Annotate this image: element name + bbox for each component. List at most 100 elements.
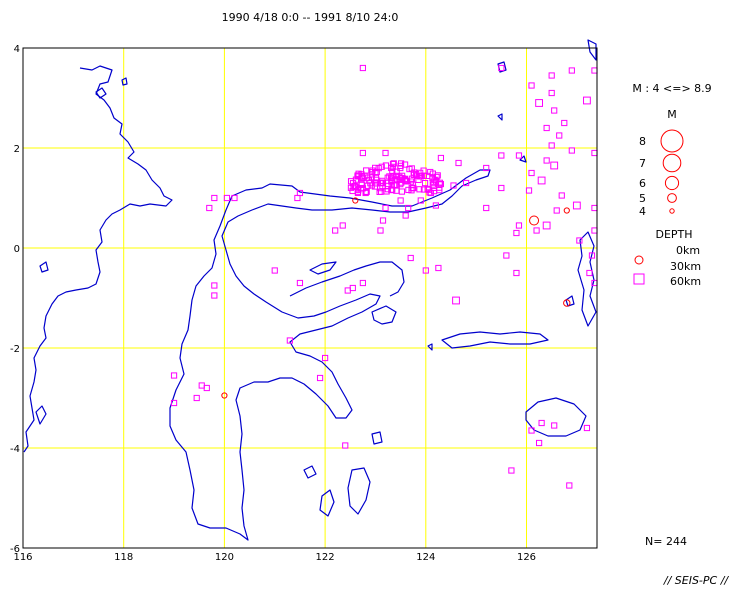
event-marker xyxy=(556,132,563,139)
coastline-island xyxy=(427,343,433,351)
y-tick-label: 0 xyxy=(14,244,20,255)
event-marker xyxy=(396,173,403,180)
event-marker xyxy=(382,162,389,169)
event-marker xyxy=(344,287,351,294)
event-marker xyxy=(483,164,490,172)
event-marker xyxy=(528,427,535,434)
coastline-island xyxy=(565,295,575,307)
event-marker xyxy=(498,184,505,192)
y-tick-label: -4 xyxy=(10,444,20,455)
event-marker xyxy=(535,439,543,447)
coastline-buru xyxy=(525,397,587,437)
depth-title: DEPTH xyxy=(655,228,692,241)
x-tick-label: 120 xyxy=(215,552,234,563)
depth-legend: 0km 30km 60km xyxy=(633,244,701,288)
event-marker xyxy=(223,194,231,202)
event-marker xyxy=(359,149,366,157)
event-marker xyxy=(432,202,439,209)
event-marker xyxy=(424,185,431,193)
coastline-sulawesi xyxy=(169,169,491,541)
event-marker xyxy=(206,204,213,212)
event-marker xyxy=(503,252,510,259)
event-marker xyxy=(543,157,550,164)
event-marker xyxy=(548,142,555,149)
map-frame xyxy=(22,47,598,549)
event-marker xyxy=(572,201,581,210)
event-marker xyxy=(170,399,178,407)
event-marker xyxy=(553,207,560,214)
coastline-halmahera xyxy=(577,231,597,327)
magnitude-title: M xyxy=(667,108,677,121)
event-marker xyxy=(498,64,505,72)
magnitude-legend: 8 7 6 54 xyxy=(639,129,684,218)
event-marker xyxy=(362,189,369,197)
magnitude-legend-symbol xyxy=(664,175,680,191)
event-marker xyxy=(402,212,409,219)
event-marker xyxy=(528,82,535,89)
event-marker xyxy=(372,174,380,181)
event-marker xyxy=(450,182,457,189)
event-marker xyxy=(358,181,365,189)
event-marker xyxy=(377,227,384,234)
coastline-island xyxy=(497,113,503,121)
x-tick-label: 124 xyxy=(416,552,435,563)
event-marker xyxy=(352,176,360,183)
magnitude-legend-symbol xyxy=(660,129,684,153)
x-tick-label: 122 xyxy=(316,552,335,563)
event-marker xyxy=(397,160,405,167)
coastline-muna xyxy=(319,489,335,517)
magnitude-legend-label: 4 xyxy=(639,205,646,218)
magnitude-legend-symbol xyxy=(662,153,682,173)
event-marker xyxy=(397,197,404,204)
event-marker xyxy=(452,296,460,305)
x-axis: 116 118 120 122 124 126 xyxy=(13,552,536,563)
event-marker xyxy=(421,179,429,187)
event-marker xyxy=(566,482,573,489)
event-marker xyxy=(271,267,278,274)
event-marker xyxy=(379,217,387,224)
event-marker xyxy=(455,159,462,167)
event-marker xyxy=(322,354,329,362)
event-marker xyxy=(528,169,535,177)
event-marker xyxy=(294,194,301,202)
event-marker xyxy=(561,119,568,127)
depth-legend-label: 60km xyxy=(670,275,701,288)
graticule xyxy=(23,48,597,548)
event-marker xyxy=(513,269,520,277)
event-marker xyxy=(316,374,324,382)
event-marker xyxy=(170,372,178,379)
event-marker xyxy=(422,267,429,274)
event-marker xyxy=(221,392,228,399)
event-marker xyxy=(535,99,543,107)
event-marker xyxy=(436,179,443,186)
coastline-island xyxy=(35,405,47,425)
coastline-island xyxy=(95,87,107,99)
event-marker xyxy=(372,164,379,171)
footer-credit: // SEIS-PC // xyxy=(663,574,730,587)
event-marker xyxy=(568,67,575,74)
event-marker xyxy=(389,173,396,180)
event-marker xyxy=(404,178,411,185)
depth-legend-symbol xyxy=(634,255,644,265)
event-marker xyxy=(529,215,540,226)
event-marker xyxy=(543,124,550,132)
coastline-east-arm xyxy=(289,261,405,297)
event-marker xyxy=(426,189,433,196)
event-marker xyxy=(410,184,417,191)
event-marker xyxy=(550,161,559,170)
coastline xyxy=(23,39,597,541)
event-marker xyxy=(424,172,431,180)
event-marker xyxy=(406,165,413,173)
event-marker xyxy=(231,194,238,202)
event-marker xyxy=(211,292,218,299)
event-marker xyxy=(538,419,545,427)
event-marker xyxy=(551,107,558,114)
map-plot-area xyxy=(22,39,598,549)
event-marker xyxy=(355,186,362,193)
event-marker xyxy=(533,227,540,234)
event-marker xyxy=(332,227,339,234)
event-marker xyxy=(193,394,200,402)
event-marker xyxy=(583,96,591,105)
y-axis: 4 2 0 -2 -4 -6 xyxy=(10,44,20,555)
